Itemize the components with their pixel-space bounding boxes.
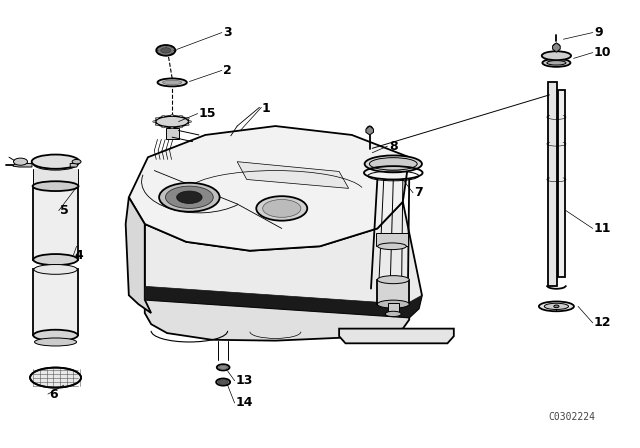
Text: 6: 6 [49, 388, 58, 401]
Ellipse shape [33, 181, 79, 191]
Text: 10: 10 [594, 46, 611, 59]
Ellipse shape [72, 159, 81, 164]
Ellipse shape [171, 115, 173, 116]
Text: C0302224: C0302224 [548, 412, 595, 422]
Polygon shape [339, 329, 454, 343]
Ellipse shape [369, 158, 417, 170]
Bar [378, 280, 409, 304]
Ellipse shape [33, 254, 78, 265]
Ellipse shape [554, 305, 559, 308]
Bar [33, 169, 79, 190]
Polygon shape [70, 164, 78, 167]
Polygon shape [145, 286, 422, 318]
Ellipse shape [217, 364, 230, 370]
Ellipse shape [33, 158, 78, 170]
Ellipse shape [378, 276, 409, 284]
Polygon shape [237, 162, 349, 188]
Ellipse shape [539, 302, 574, 311]
Text: 2: 2 [223, 64, 232, 77]
Ellipse shape [378, 243, 406, 250]
Ellipse shape [157, 78, 187, 86]
Text: 11: 11 [594, 222, 611, 235]
Text: 13: 13 [236, 374, 253, 387]
Polygon shape [548, 82, 557, 286]
Text: 4: 4 [75, 249, 83, 262]
Polygon shape [552, 43, 560, 52]
Ellipse shape [186, 117, 189, 119]
Ellipse shape [35, 338, 77, 346]
Polygon shape [166, 128, 179, 139]
Ellipse shape [218, 379, 228, 384]
Ellipse shape [33, 330, 78, 341]
Text: 15: 15 [199, 107, 216, 120]
Ellipse shape [34, 264, 77, 274]
Ellipse shape [162, 115, 165, 117]
Text: 14: 14 [236, 396, 253, 409]
Text: 12: 12 [594, 316, 611, 329]
Ellipse shape [155, 124, 158, 125]
Ellipse shape [177, 191, 202, 203]
Ellipse shape [256, 196, 307, 221]
Polygon shape [129, 197, 422, 322]
Polygon shape [145, 300, 409, 340]
Ellipse shape [159, 183, 220, 212]
Text: 3: 3 [223, 26, 232, 39]
Ellipse shape [547, 60, 566, 65]
Text: 1: 1 [261, 102, 270, 115]
Ellipse shape [365, 155, 422, 172]
Bar [388, 303, 399, 314]
Polygon shape [13, 164, 32, 167]
Ellipse shape [553, 44, 559, 48]
Ellipse shape [385, 311, 401, 317]
Ellipse shape [186, 124, 189, 125]
Ellipse shape [163, 80, 182, 85]
Ellipse shape [13, 158, 28, 165]
Ellipse shape [153, 121, 156, 122]
Text: 8: 8 [389, 140, 397, 153]
Polygon shape [366, 126, 374, 135]
Polygon shape [129, 126, 409, 251]
Polygon shape [33, 269, 78, 335]
Ellipse shape [544, 303, 568, 310]
Ellipse shape [179, 126, 182, 128]
Ellipse shape [216, 379, 230, 386]
Text: 5: 5 [60, 204, 68, 217]
Ellipse shape [156, 116, 189, 127]
Ellipse shape [262, 199, 301, 217]
Ellipse shape [378, 300, 409, 308]
Ellipse shape [161, 47, 171, 53]
Polygon shape [33, 188, 78, 260]
Text: 9: 9 [594, 26, 603, 39]
Bar [376, 233, 408, 246]
Ellipse shape [219, 366, 228, 369]
Polygon shape [558, 90, 564, 277]
Ellipse shape [30, 368, 81, 388]
Polygon shape [125, 197, 151, 313]
Ellipse shape [542, 59, 570, 67]
Ellipse shape [541, 51, 571, 60]
Ellipse shape [367, 126, 373, 133]
Ellipse shape [179, 115, 182, 117]
Ellipse shape [188, 121, 191, 122]
Ellipse shape [171, 127, 173, 129]
Ellipse shape [156, 45, 175, 56]
Ellipse shape [155, 117, 158, 119]
Ellipse shape [162, 126, 165, 128]
Ellipse shape [166, 186, 213, 208]
Text: 7: 7 [414, 186, 423, 199]
Ellipse shape [31, 155, 79, 169]
